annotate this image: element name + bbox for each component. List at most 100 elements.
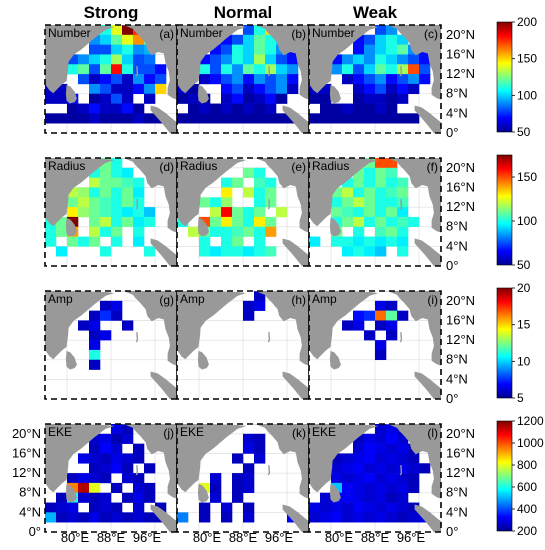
heatmap-cell [133, 187, 145, 198]
myanmar-landmass [117, 424, 177, 499]
heatmap-cell [397, 226, 409, 237]
heatmap-cell [111, 453, 123, 464]
heatmap-cell [78, 453, 90, 464]
heatmap-cell [397, 113, 409, 124]
y-tick-label-right: 20°N [446, 293, 475, 308]
heatmap-cell [221, 74, 233, 85]
heatmap-cell [397, 54, 409, 65]
heatmap-cell [56, 246, 68, 257]
heatmap-cell [133, 74, 145, 85]
heatmap-cell [67, 482, 79, 494]
heatmap-cell [243, 216, 255, 228]
heatmap-cell [78, 64, 90, 75]
heatmap-cell [89, 330, 101, 341]
sri-lanka-landmass [197, 350, 209, 370]
heatmap-cell [364, 207, 376, 218]
heatmap-cell [386, 492, 398, 503]
heatmap-cell [397, 453, 409, 464]
colorbar-tick-label: 50 [517, 125, 531, 139]
heatmap-cell [78, 512, 90, 523]
panel-letter-label: (h) [291, 293, 306, 307]
heatmap-cell [56, 113, 68, 124]
heatmap-cell [254, 113, 266, 124]
heatmap-cell [221, 246, 233, 257]
india-landmass [45, 25, 115, 94]
y-tick-label-right: 12°N [446, 465, 475, 480]
india-landmass [177, 291, 247, 360]
heatmap-cell [100, 93, 112, 104]
heatmap-cell [232, 226, 244, 237]
heatmap-cell [133, 482, 145, 494]
heatmap-cell [45, 236, 57, 247]
heatmap-cell [320, 93, 332, 104]
colorbar-gradient [496, 287, 513, 399]
heatmap-cell [111, 424, 123, 435]
heatmap-cell [133, 83, 145, 95]
heatmap-cell [122, 34, 134, 45]
panel-b: Number (b) [176, 24, 310, 134]
heatmap-cell [78, 54, 90, 65]
heatmap-cell [342, 113, 354, 124]
column-title-0: Strong [84, 3, 139, 22]
heatmap-cell [89, 512, 101, 523]
heatmap-cell [111, 502, 123, 513]
heatmap-cell [100, 44, 112, 55]
panel-letter-label: (c) [424, 27, 438, 41]
heatmap-cell [265, 64, 277, 75]
heatmap-cell [100, 300, 112, 311]
heatmap-cell [309, 236, 321, 247]
myanmar-landmass [117, 158, 177, 233]
sumatra-landmass [414, 105, 441, 133]
panel-h: Amp (h) [176, 290, 310, 400]
heatmap-cell [364, 34, 376, 45]
india-landmass [45, 158, 115, 227]
heatmap-cell [364, 433, 376, 444]
heatmap-cell [144, 54, 156, 65]
heatmap-cell [386, 320, 398, 331]
heatmap-cell [199, 236, 211, 247]
heatmap-cell [122, 64, 134, 75]
heatmap-cell [375, 167, 387, 178]
heatmap-cell [100, 310, 112, 321]
heatmap-cell [221, 44, 233, 55]
heatmap-cell [331, 512, 343, 523]
heatmap-cell [133, 64, 145, 75]
heatmap-cell [89, 44, 101, 55]
heatmap-cell [111, 300, 123, 311]
row-eke: EKE (j) EKE (k) EKE (l) 0° 0° 4°N 4°N 8°N 8°N 12°N 12… [12, 414, 544, 539]
heatmap-cell [155, 74, 167, 85]
heatmap-cell [342, 492, 354, 503]
heatmap-cell [375, 93, 387, 104]
heatmap-cell [254, 187, 266, 198]
heatmap-cell [397, 502, 409, 513]
heatmap-cell [78, 236, 90, 247]
heatmap-cell [45, 113, 57, 124]
heatmap-cell [100, 502, 112, 513]
sri-lanka-landmass [329, 483, 341, 503]
heatmap-cell [397, 83, 409, 95]
heatmap-cell [111, 158, 123, 169]
heatmap-cell [386, 158, 398, 169]
heatmap-cell [276, 207, 288, 218]
y-axis-tick-labels: 0° 4°N 8°N 12°N 16°N 20°N [446, 160, 475, 273]
heatmap-cell [100, 207, 112, 218]
heatmap-cell [122, 177, 134, 188]
heatmap-cell [375, 512, 387, 523]
heatmap-cell [210, 226, 222, 237]
heatmap-cell [111, 443, 123, 454]
myanmar-landmass [381, 25, 441, 100]
heatmap-cell [408, 463, 420, 474]
panel-f: Radius (f) [308, 157, 442, 267]
sri-lanka-landmass [197, 84, 209, 104]
heatmap-cell [133, 443, 145, 454]
heatmap-cell [111, 512, 123, 523]
heatmap-cell [364, 103, 376, 114]
colorbar-gradient [496, 154, 513, 266]
heatmap-cell [122, 463, 134, 474]
heatmap-cell [111, 463, 123, 474]
heatmap-cell [353, 167, 365, 178]
heatmap-cell [89, 197, 101, 208]
panel-variable-label: EKE [48, 425, 72, 439]
row-amp: Amp (g) Amp (h) Amp (i) 0° 4°N 8°N 12°N 16°N 20°N 5 1… [44, 281, 531, 406]
heatmap-cell [342, 463, 354, 474]
